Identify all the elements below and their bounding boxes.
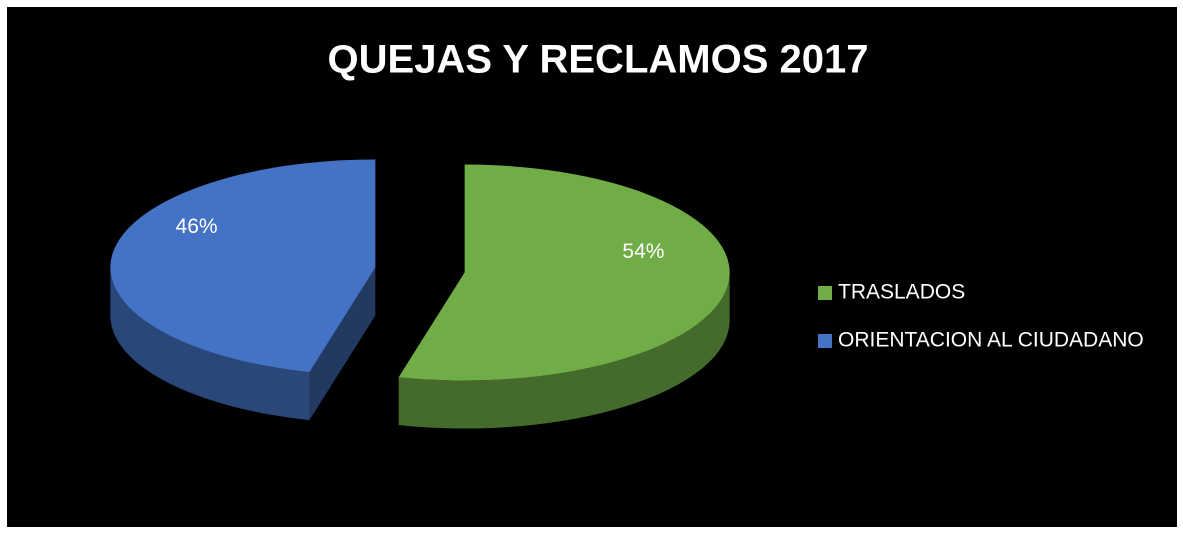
legend-swatch xyxy=(818,334,832,348)
data-label: 54% xyxy=(622,240,664,263)
legend-label: TRASLADOS xyxy=(838,281,965,304)
slice-side xyxy=(110,267,310,421)
slice xyxy=(398,164,730,381)
legend-label: ORIENTACION AL CIUDADANO xyxy=(838,329,1144,352)
chart-title: QUEJAS Y RECLAMOS 2017 xyxy=(328,38,869,82)
data-label: 46% xyxy=(176,215,218,238)
legend-swatch xyxy=(818,286,832,300)
slice-side xyxy=(398,272,730,429)
slice xyxy=(110,159,376,373)
slice-wall xyxy=(309,267,376,421)
